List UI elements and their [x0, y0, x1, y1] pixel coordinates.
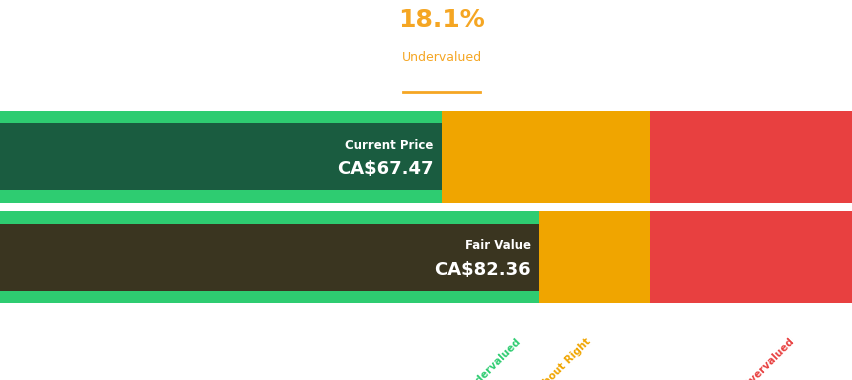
Text: Undervalued: Undervalued — [401, 51, 481, 64]
Bar — [538, 211, 649, 303]
Bar — [649, 111, 852, 203]
Bar — [441, 111, 649, 203]
Text: Fair Value: Fair Value — [464, 239, 530, 252]
Text: Current Price: Current Price — [344, 139, 433, 152]
Bar — [0, 224, 538, 291]
Bar — [649, 211, 852, 303]
Text: About Right: About Right — [535, 337, 591, 380]
Bar — [0, 211, 538, 303]
Bar — [0, 111, 441, 203]
Text: CA$67.47: CA$67.47 — [337, 160, 433, 179]
Text: 20% Overvalued: 20% Overvalued — [720, 337, 795, 380]
Text: 20% Undervalued: 20% Undervalued — [441, 337, 521, 380]
Text: CA$82.36: CA$82.36 — [434, 261, 530, 279]
Text: 18.1%: 18.1% — [398, 8, 485, 32]
Bar — [0, 124, 441, 190]
